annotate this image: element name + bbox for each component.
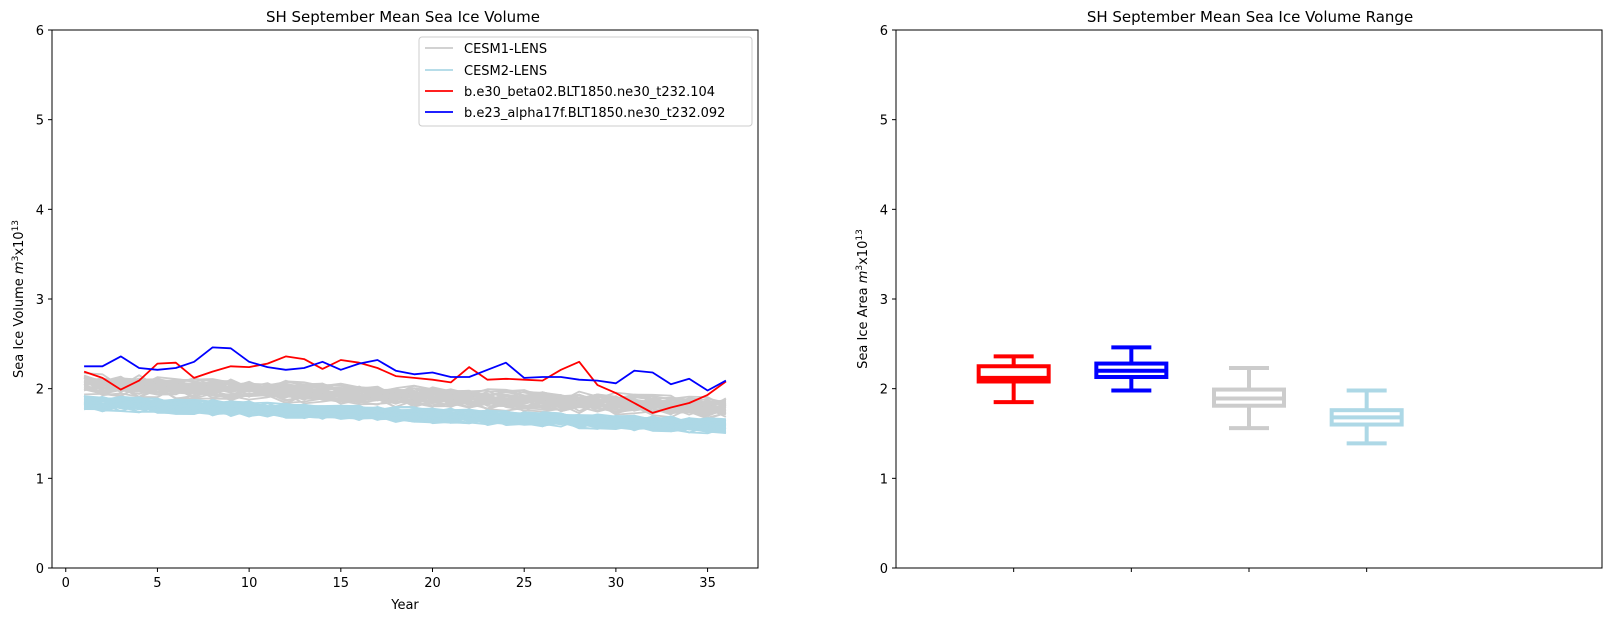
x-axis-label: Year <box>390 598 419 613</box>
y-tick-label: 4 <box>36 203 44 218</box>
x-tick-label: 10 <box>241 576 258 591</box>
ensemble-member-line <box>83 378 727 411</box>
y-tick-label: 1 <box>36 472 44 487</box>
y-axis-label: Sea Ice Area m3x1013 <box>855 229 871 369</box>
run-series-line <box>83 355 727 414</box>
y-axis-ticks: 0 1 2 3 4 5 6 <box>880 24 896 577</box>
y-tick-label: 0 <box>880 562 888 577</box>
y-tick-label: 5 <box>880 114 888 129</box>
legend-entry: b.e30_beta02.BLT1850.ne30_t232.104 <box>425 85 715 100</box>
x-tick-label: 35 <box>699 576 716 591</box>
ensemble-member-line <box>84 402 727 431</box>
y-tick-label: 1 <box>880 472 888 487</box>
ensemble-member-line <box>83 395 726 423</box>
y-tick-label: 3 <box>880 293 888 308</box>
x-tick-label: 5 <box>153 576 161 591</box>
legend: CESM1-LENS CESM2-LENS b.e30_beta02.BLT18… <box>418 36 753 127</box>
box-plot <box>1212 366 1286 431</box>
run-series-line <box>84 346 727 392</box>
legend-box <box>418 36 753 127</box>
box-plot-frame <box>895 29 1603 569</box>
x-axis-ticks <box>1013 568 1368 572</box>
legend-entry: CESM2-LENS <box>425 64 547 79</box>
box-iqr <box>976 364 1051 384</box>
y-tick-label: 5 <box>36 114 44 129</box>
legend-label: CESM1-LENS <box>464 42 547 57</box>
y-tick-label: 2 <box>880 383 888 398</box>
y-axis-ticks: 0 1 2 3 4 5 6 <box>36 24 52 577</box>
ensemble-lines <box>83 372 727 435</box>
box-plot <box>976 354 1051 405</box>
y-tick-label: 3 <box>36 293 44 308</box>
x-tick-label: 25 <box>516 576 533 591</box>
x-axis-ticks: 0 5 10 15 20 25 30 35 <box>62 568 716 591</box>
y-tick-label: 6 <box>36 24 44 39</box>
x-tick-label: 15 <box>333 576 350 591</box>
x-tick-label: 20 <box>424 576 441 591</box>
box-plot-panel: SH September Mean Sea Ice Volume Range 0… <box>855 8 1603 577</box>
ensemble-member-line <box>83 381 726 412</box>
legend-label: b.e23_alpha17f.BLT1850.ne30_t232.092 <box>464 106 725 121</box>
ensemble-member-line <box>84 396 727 427</box>
box-plot <box>1329 388 1404 446</box>
box-plot <box>1094 345 1169 393</box>
box-plots <box>976 345 1404 446</box>
y-tick-label: 0 <box>36 562 44 577</box>
legend-label: b.e30_beta02.BLT1850.ne30_t232.104 <box>464 85 715 100</box>
line-chart-panel: SH September Mean Sea Ice Volume 0 5 10 15 2… <box>11 8 759 613</box>
legend-entry: CESM1-LENS <box>425 42 547 57</box>
legend-entry: b.e23_alpha17f.BLT1850.ne30_t232.092 <box>425 106 725 121</box>
legend-label: CESM2-LENS <box>464 64 547 79</box>
y-tick-label: 4 <box>880 203 888 218</box>
y-tick-label: 6 <box>880 24 888 39</box>
line-chart-title: SH September Mean Sea Ice Volume <box>266 8 540 26</box>
ensemble-member-line <box>83 402 726 430</box>
run-series-lines <box>83 346 727 414</box>
y-axis-label: Sea Ice Volume m3x1013 <box>11 220 27 378</box>
box-plot-title: SH September Mean Sea Ice Volume Range <box>1087 8 1413 26</box>
y-tick-label: 2 <box>36 383 44 398</box>
ensemble-member-line <box>83 381 727 417</box>
x-tick-label: 0 <box>62 576 70 591</box>
x-tick-label: 30 <box>608 576 625 591</box>
